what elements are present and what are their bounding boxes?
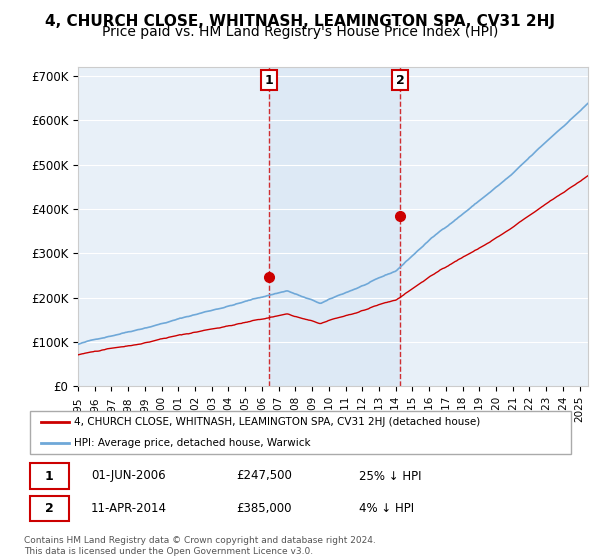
Text: 25% ↓ HPI: 25% ↓ HPI bbox=[359, 469, 421, 483]
Text: Contains HM Land Registry data © Crown copyright and database right 2024.
This d: Contains HM Land Registry data © Crown c… bbox=[24, 536, 376, 556]
Text: £385,000: £385,000 bbox=[236, 502, 292, 515]
FancyBboxPatch shape bbox=[29, 496, 68, 521]
Text: 4, CHURCH CLOSE, WHITNASH, LEAMINGTON SPA, CV31 2HJ: 4, CHURCH CLOSE, WHITNASH, LEAMINGTON SP… bbox=[45, 14, 555, 29]
Text: 11-APR-2014: 11-APR-2014 bbox=[91, 502, 167, 515]
Text: HPI: Average price, detached house, Warwick: HPI: Average price, detached house, Warw… bbox=[74, 438, 311, 448]
Text: 1: 1 bbox=[45, 469, 53, 483]
Text: 01-JUN-2006: 01-JUN-2006 bbox=[91, 469, 166, 483]
Text: 2: 2 bbox=[396, 73, 404, 87]
Text: 4% ↓ HPI: 4% ↓ HPI bbox=[359, 502, 414, 515]
Text: £247,500: £247,500 bbox=[236, 469, 292, 483]
Bar bbox=[269, 67, 400, 386]
Text: Price paid vs. HM Land Registry's House Price Index (HPI): Price paid vs. HM Land Registry's House … bbox=[102, 25, 498, 39]
Text: 4, CHURCH CLOSE, WHITNASH, LEAMINGTON SPA, CV31 2HJ (detached house): 4, CHURCH CLOSE, WHITNASH, LEAMINGTON SP… bbox=[74, 417, 481, 427]
FancyBboxPatch shape bbox=[29, 411, 571, 454]
FancyBboxPatch shape bbox=[29, 464, 68, 488]
Text: 1: 1 bbox=[265, 73, 274, 87]
Text: 2: 2 bbox=[45, 502, 53, 515]
